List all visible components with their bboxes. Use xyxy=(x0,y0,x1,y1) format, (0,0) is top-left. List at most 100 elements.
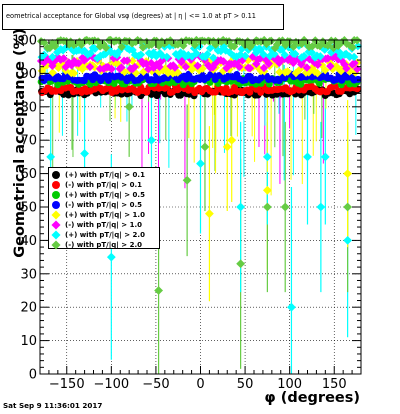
data-point xyxy=(316,52,325,61)
data-point xyxy=(72,39,81,48)
legend-marker-red-circle xyxy=(52,181,60,189)
data-point xyxy=(204,61,213,70)
data-point xyxy=(267,36,276,46)
data-point xyxy=(165,41,175,51)
x-tick-label: −150 xyxy=(49,377,85,392)
data-point xyxy=(343,236,353,245)
data-point xyxy=(236,259,246,269)
data-point xyxy=(198,64,207,73)
data-point xyxy=(106,47,116,57)
data-point xyxy=(149,48,158,57)
legend-label: (-) with pT/|q| > 2.0 xyxy=(65,241,142,249)
data-point xyxy=(233,56,242,66)
data-point xyxy=(147,58,156,68)
legend-marker-green-circle xyxy=(52,191,60,199)
data-point xyxy=(264,59,273,68)
data-point xyxy=(349,52,359,62)
legend-label: (+) with pT/|q| > 1.0 xyxy=(65,211,145,219)
data-point xyxy=(245,64,255,73)
legend-entry: (+) with pT/|q| > 2.0 xyxy=(49,230,159,240)
data-point xyxy=(93,37,103,46)
data-point xyxy=(99,40,108,49)
y-tick-label: 100 xyxy=(12,34,37,49)
data-point xyxy=(67,44,76,54)
data-point xyxy=(345,67,354,76)
legend-marker-blue-circle xyxy=(52,201,60,209)
x-tick-label: −100 xyxy=(93,377,129,392)
data-point xyxy=(48,61,57,71)
data-point xyxy=(168,38,177,47)
data-point xyxy=(338,76,346,84)
data-point xyxy=(59,54,68,63)
data-point xyxy=(280,50,289,60)
timestamp: Sat Sep 9 11:36:01 2017 xyxy=(3,401,103,410)
data-point xyxy=(181,62,190,72)
legend-label: (-) with pT/|q| > 0.5 xyxy=(65,201,142,209)
data-point xyxy=(157,37,166,46)
data-point xyxy=(232,52,241,61)
y-tick-label: 80 xyxy=(20,100,37,115)
data-point xyxy=(206,57,215,66)
legend-label: (+) with pT/|q| > 2.0 xyxy=(65,231,145,239)
data-point xyxy=(170,63,180,72)
data-point xyxy=(152,60,161,69)
legend-entry: (+) with pT/|q| > 1.0 xyxy=(49,210,159,220)
data-point xyxy=(147,40,156,49)
data-point xyxy=(235,62,244,72)
data-point xyxy=(243,37,252,46)
data-point xyxy=(142,59,151,68)
data-point xyxy=(209,53,218,62)
data-point xyxy=(176,48,185,57)
legend-entry: (+) with pT/|q| > 0.5 xyxy=(49,190,159,200)
data-point xyxy=(37,66,47,76)
data-point xyxy=(192,49,201,58)
legend-label: (+) with pT/|q| > 0.1 xyxy=(65,171,145,179)
legend-entry: (-) with pT/|q| > 2.0 xyxy=(49,240,159,250)
data-point xyxy=(58,46,68,55)
legend: (+) with pT/|q| > 0.1 (-) with pT/|q| > … xyxy=(48,167,160,250)
y-tick-label: 10 xyxy=(20,334,37,349)
data-point xyxy=(106,252,116,262)
data-point xyxy=(262,202,272,212)
x-tick-label: 150 xyxy=(322,377,347,392)
y-axis-ticks: 0 10 20 30 40 50 60 70 80 90 100 xyxy=(12,34,361,383)
data-point xyxy=(80,149,89,158)
data-point xyxy=(154,67,164,77)
data-point xyxy=(342,39,351,49)
data-point xyxy=(245,42,255,52)
data-point xyxy=(297,60,306,69)
data-point xyxy=(36,56,46,66)
data-point xyxy=(270,49,279,59)
legend-label: (-) with pT/|q| > 1.0 xyxy=(65,221,142,229)
data-point xyxy=(48,38,57,48)
data-point xyxy=(353,41,363,51)
x-tick-label: 50 xyxy=(237,377,254,392)
data-point xyxy=(130,62,139,72)
data-point xyxy=(173,40,183,49)
data-point xyxy=(219,57,228,66)
legend-marker-lightgreen-diamond xyxy=(51,240,61,250)
data-point xyxy=(96,51,105,61)
data-point xyxy=(56,55,65,64)
data-point xyxy=(236,202,246,212)
data-point xyxy=(124,102,134,112)
data-point xyxy=(257,88,265,96)
data-point xyxy=(343,202,353,212)
data-point xyxy=(203,49,212,59)
data-point xyxy=(117,42,126,52)
data-point xyxy=(354,75,362,83)
data-point xyxy=(136,50,146,59)
y-tick-label: 30 xyxy=(20,267,37,282)
y-tick-label: 50 xyxy=(20,201,37,216)
data-point xyxy=(320,152,330,162)
data-point xyxy=(222,142,232,152)
data-point xyxy=(200,142,210,152)
legend-marker-black-circle xyxy=(52,171,60,179)
data-point xyxy=(195,42,204,51)
data-point xyxy=(313,68,322,78)
data-point xyxy=(122,56,132,65)
data-point xyxy=(139,67,148,77)
data-point xyxy=(67,61,76,70)
data-point xyxy=(90,44,100,54)
